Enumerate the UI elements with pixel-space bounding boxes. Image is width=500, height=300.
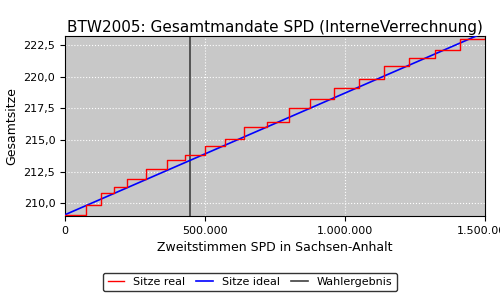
Sitze real — [331, 98, 337, 101]
Sitze real — [98, 191, 104, 195]
Sitze real — [222, 145, 228, 148]
Sitze ideal — [312, 104, 318, 108]
Sitze real — [432, 48, 438, 52]
Sitze real — [432, 56, 438, 59]
Sitze real — [124, 177, 130, 181]
X-axis label: Zweitstimmen SPD in Sachsen-Anhalt: Zweitstimmen SPD in Sachsen-Anhalt — [157, 241, 393, 254]
Sitze ideal — [310, 105, 316, 109]
Sitze real — [307, 98, 313, 101]
Sitze real — [482, 37, 488, 40]
Sitze real — [381, 64, 387, 68]
Sitze ideal — [416, 59, 422, 63]
Sitze real — [222, 137, 228, 140]
Sitze ideal — [482, 30, 488, 34]
Sitze real — [307, 106, 313, 110]
Line: Sitze real: Sitze real — [65, 32, 485, 215]
Sitze real — [83, 203, 89, 206]
Title: BTW2005: Gesamtmandate SPD (InterneVerrechnung): BTW2005: Gesamtmandate SPD (InterneVerre… — [67, 20, 483, 35]
Sitze real — [286, 106, 292, 110]
Sitze real — [164, 167, 170, 171]
Sitze real — [457, 37, 463, 40]
Sitze real — [241, 125, 247, 129]
Sitze real — [406, 64, 412, 68]
Sitze real — [83, 213, 89, 217]
Sitze real — [182, 158, 188, 162]
Sitze real — [241, 137, 247, 140]
Sitze real — [111, 191, 117, 195]
Sitze real — [482, 30, 488, 34]
Line: Sitze ideal: Sitze ideal — [65, 32, 485, 215]
Sitze real — [406, 56, 412, 59]
Sitze real — [124, 185, 130, 189]
Sitze real — [143, 177, 149, 181]
Sitze ideal — [64, 212, 70, 216]
Sitze real — [331, 86, 337, 90]
Sitze real — [182, 153, 188, 157]
Sitze real — [356, 86, 362, 90]
Sitze real — [202, 145, 208, 148]
Sitze real — [143, 167, 149, 171]
Sitze ideal — [62, 213, 68, 217]
Sitze real — [286, 120, 292, 124]
Sitze ideal — [442, 47, 448, 51]
Legend: Sitze real, Sitze ideal, Wahlergebnis: Sitze real, Sitze ideal, Wahlergebnis — [103, 273, 397, 291]
Sitze real — [457, 48, 463, 52]
Sitze real — [264, 125, 270, 129]
Sitze real — [356, 77, 362, 81]
Sitze ideal — [319, 101, 325, 105]
Sitze real — [111, 185, 117, 189]
Sitze real — [62, 213, 68, 217]
Sitze real — [381, 77, 387, 81]
Y-axis label: Gesamtsitze: Gesamtsitze — [5, 87, 18, 165]
Sitze real — [98, 203, 104, 206]
Sitze real — [164, 158, 170, 162]
Sitze real — [202, 153, 208, 157]
Sitze real — [264, 120, 270, 124]
